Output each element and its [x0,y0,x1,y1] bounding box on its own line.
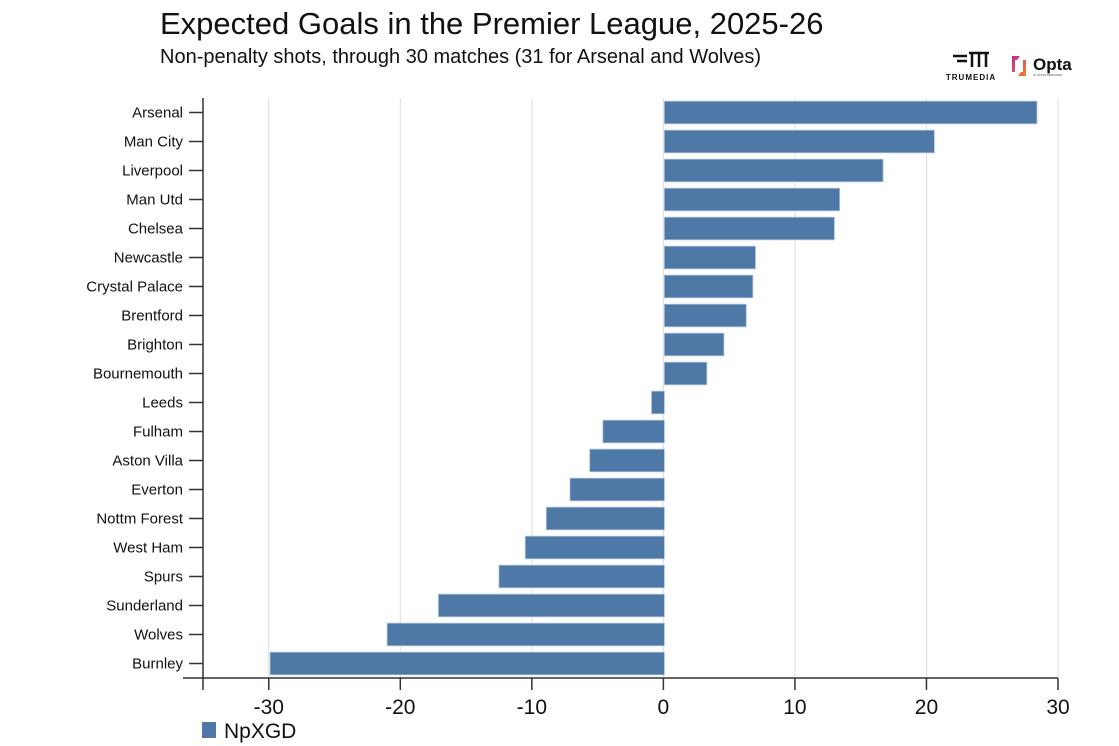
x-tick-label: 20 [915,696,938,719]
y-tick-label: Aston Villa [112,453,183,470]
y-tick-label: Sunderland [106,598,183,615]
y-tick-label: Everton [131,482,183,499]
chart-subtitle: Non-penalty shots, through 30 matches (3… [160,46,762,68]
x-tick-label: 30 [1046,696,1069,719]
x-tick-label: -10 [517,696,547,719]
opta-mark-icon [1012,56,1026,76]
legend-swatch [202,722,216,738]
opta-logo: Opta by STATS PERFORM [1008,52,1072,80]
bar-everton [569,477,665,502]
y-tick-label: Man Utd [126,192,183,209]
y-tick-label: Crystal Palace [86,279,183,296]
opta-text: Opta [1033,54,1072,74]
bar-leeds [651,390,665,415]
y-tick-label: Fulham [133,424,183,441]
bar-west-ham [524,535,665,560]
bar-wolves [386,622,665,647]
y-tick-label: West Ham [113,540,183,557]
y-tick-label: Arsenal [132,105,183,122]
y-tick-label: Newcastle [114,250,183,267]
y-tick-label: Nottm Forest [96,511,184,528]
bar-brighton [663,332,725,357]
trumedia-text: TRUMEDIA [945,73,997,82]
bar-man-utd [663,187,841,212]
bar-newcastle [663,245,756,270]
legend-label: NpXGD [224,720,296,743]
y-tick-label: Man City [124,134,184,151]
bar-crystal-palace [663,274,754,299]
y-tick-label: Burnley [132,656,183,673]
bar-chelsea [663,216,835,241]
x-tick-label: 0 [658,696,670,719]
bar-spurs [498,564,665,589]
opta-subtext: by STATS PERFORM [1033,72,1063,77]
x-tick-label: 10 [783,696,806,719]
trumedia-logo: TRUMEDIA [940,50,1002,82]
bar-man-city [663,129,935,154]
y-tick-label: Chelsea [128,221,184,238]
y-tick-label: Wolves [134,627,183,644]
y-tick-label: Brighton [127,337,183,354]
trumedia-mark-icon [953,51,989,67]
y-tick-label: Spurs [144,569,183,586]
y-tick-label: Liverpool [122,163,183,180]
x-tick-label: -30 [254,696,284,719]
bar-bournemouth [663,361,708,386]
y-tick-label: Bournemouth [93,366,183,383]
bar-brentford [663,303,747,328]
bar-burnley [269,651,665,676]
x-tick-label: -20 [385,696,415,719]
bar-arsenal [663,100,1038,125]
y-tick-label: Leeds [142,395,183,412]
y-tick-label: Brentford [121,308,183,325]
bar-nottm-forest [545,506,665,531]
chart-title: Expected Goals in the Premier League, 20… [160,6,824,41]
bar-sunderland [438,593,665,618]
bar-fulham [602,419,665,444]
bar-liverpool [663,158,884,183]
bar-aston-villa [589,448,665,473]
